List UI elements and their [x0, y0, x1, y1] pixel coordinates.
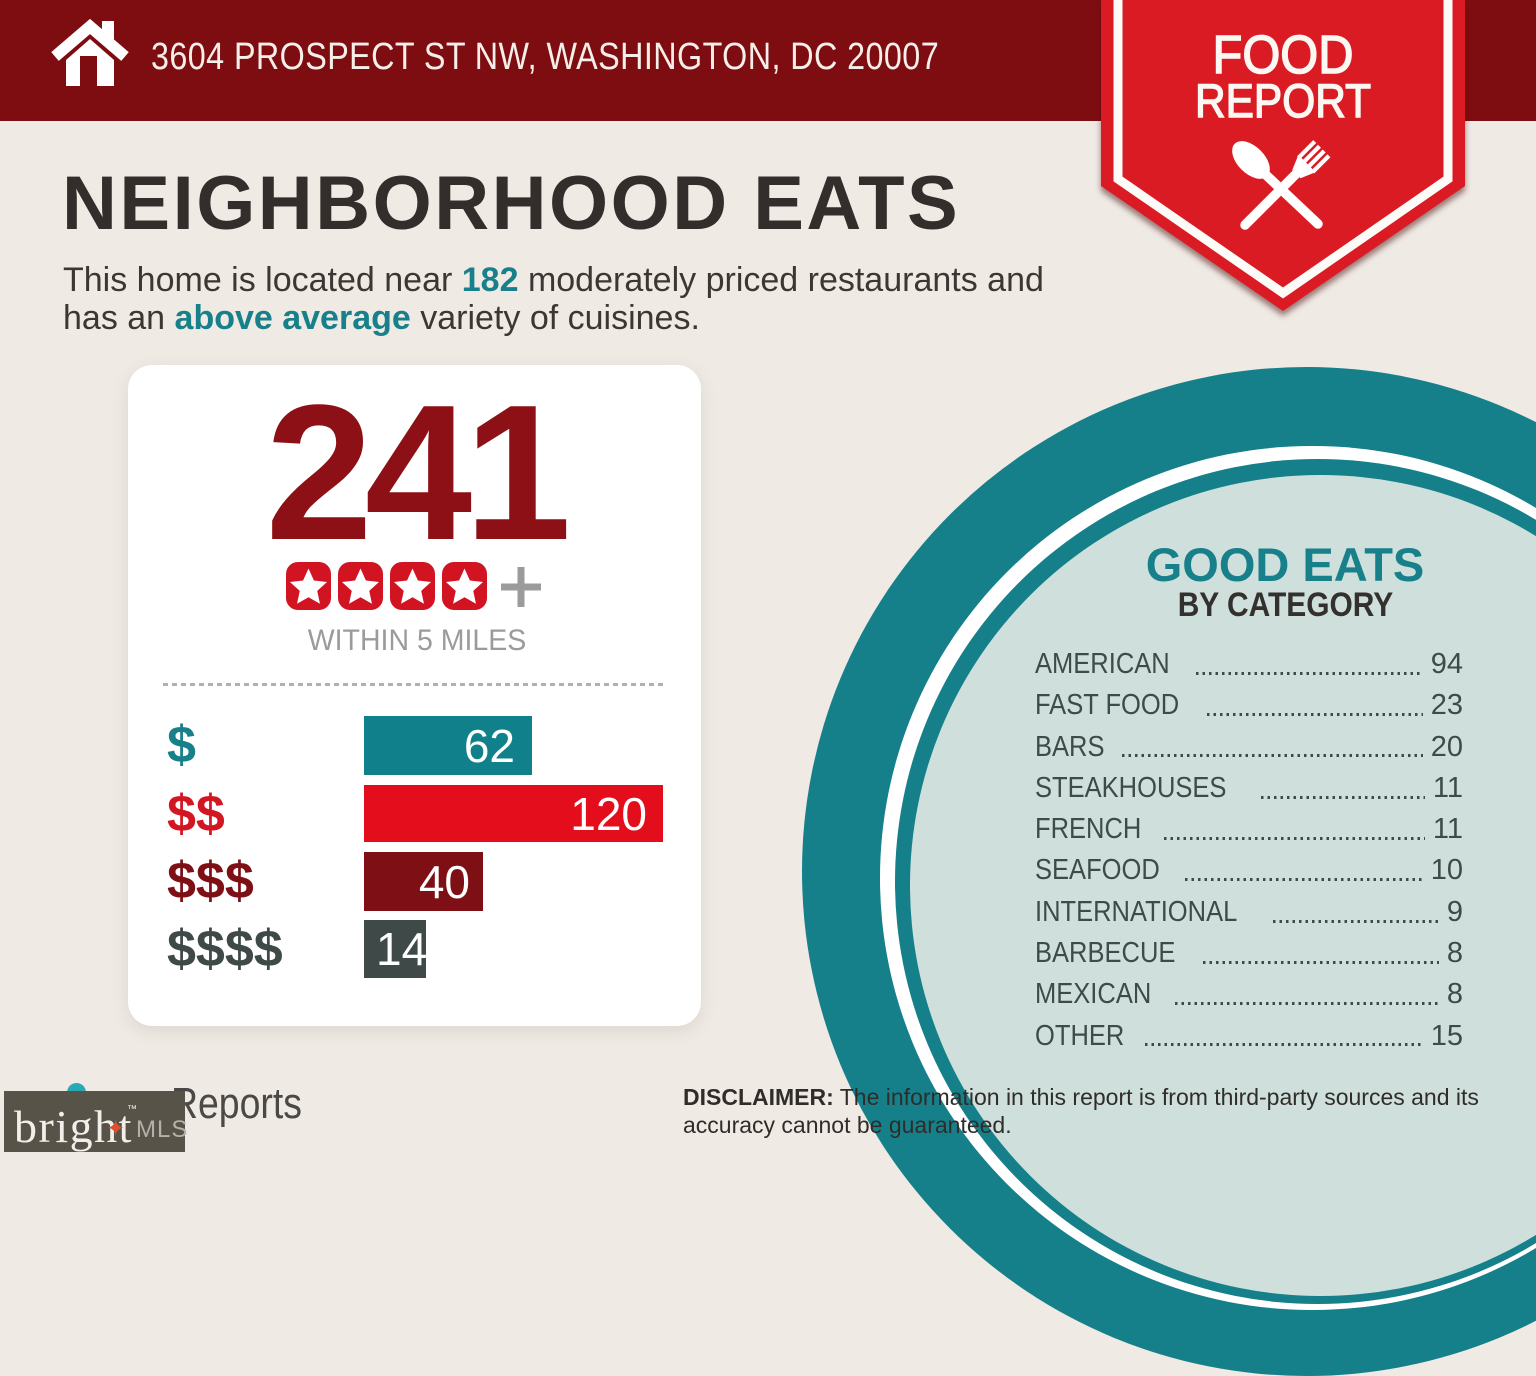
svg-text:FOOD: FOOD	[1213, 25, 1354, 85]
svg-text:REPORT: REPORT	[1195, 74, 1371, 127]
